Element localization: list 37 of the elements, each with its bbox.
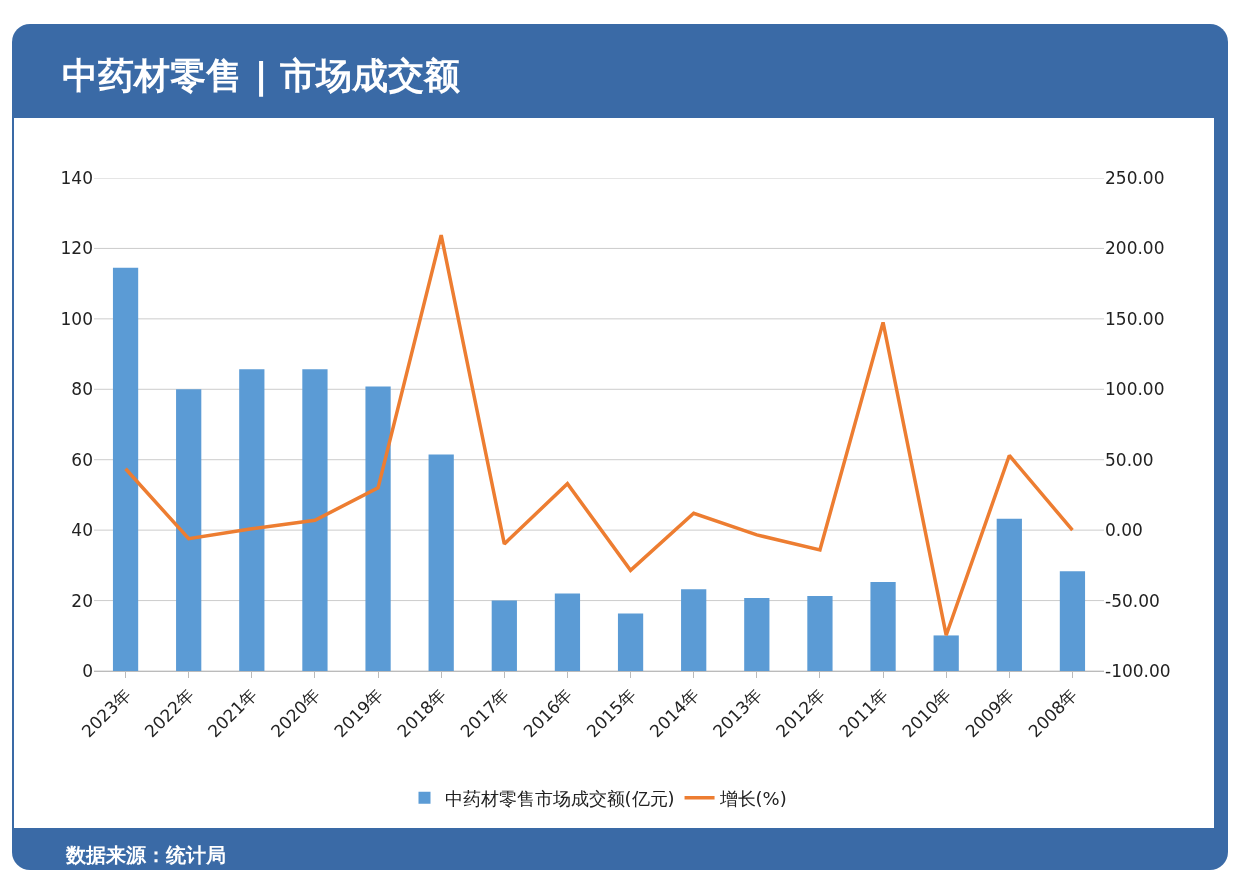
bar <box>744 598 770 671</box>
bar <box>491 600 517 671</box>
y2-tick-label: 100.00 <box>1105 379 1165 400</box>
y-tick-label: 140 <box>60 167 93 188</box>
line-series <box>123 233 1075 637</box>
bar <box>112 267 139 671</box>
bar <box>807 595 833 671</box>
y2-tick-label: 250.00 <box>1105 167 1165 188</box>
legend-label: 增长(%) <box>718 787 787 809</box>
bar <box>554 593 581 671</box>
y2-tick-label: 50.00 <box>1105 449 1154 470</box>
legend-label: 中药材零售市场成交额(亿元) <box>444 787 675 809</box>
bar <box>617 613 644 671</box>
bar <box>239 369 265 671</box>
y-tick-label: 60 <box>71 449 93 470</box>
bar <box>365 386 391 671</box>
bar <box>1059 571 1086 671</box>
y2-tick-label: -50.00 <box>1105 590 1160 611</box>
y-tick-label: 40 <box>71 520 93 541</box>
y2-tick-label: 200.00 <box>1105 238 1165 259</box>
y2-tick-label: 0.00 <box>1105 520 1143 541</box>
y-tick-label: 0 <box>82 660 93 681</box>
y-tick-label: 20 <box>71 590 93 611</box>
bar <box>870 581 896 671</box>
y-tick-label: 100 <box>60 308 93 329</box>
y2-tick-label: 150.00 <box>1105 308 1165 329</box>
chart-title: 中药材零售 | 市场成交额 <box>62 54 461 99</box>
bar <box>996 518 1022 671</box>
bar <box>176 389 202 671</box>
bar <box>428 454 454 671</box>
y-tick-label: 120 <box>60 238 93 259</box>
bar <box>933 635 959 671</box>
bar <box>302 369 328 671</box>
y-tick-label: 80 <box>71 379 93 400</box>
bar <box>681 589 707 671</box>
source-note: 数据来源：统计局 <box>66 842 226 869</box>
y2-tick-label: -100.00 <box>1105 660 1171 681</box>
